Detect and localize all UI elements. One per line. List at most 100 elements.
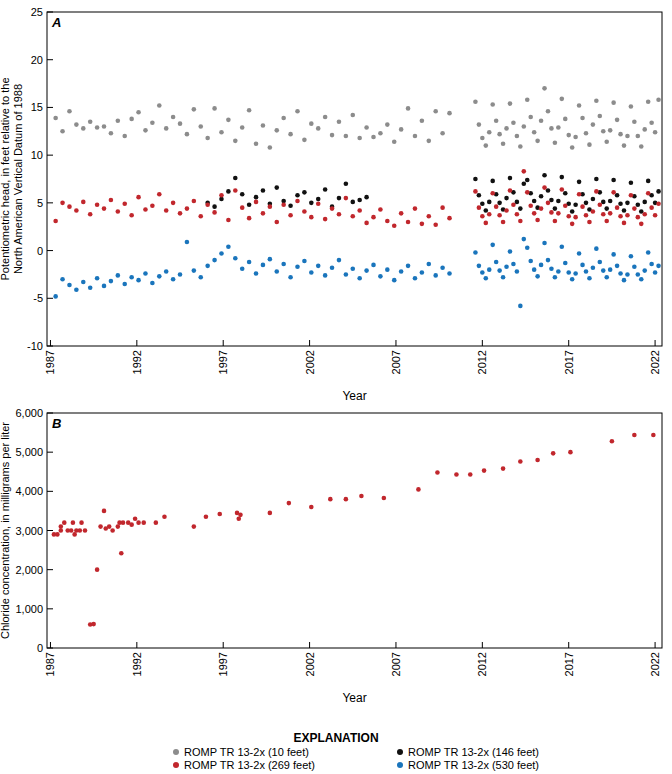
data-point [604,275,609,280]
x-tick-label: 1992 [131,350,143,374]
data-point [551,451,556,456]
data-point [553,206,558,211]
y-axis-label: North American Vertical Datum of 1988 [12,84,24,274]
data-point [497,268,502,273]
data-point [473,250,478,255]
data-point [532,211,537,216]
data-point [119,551,124,556]
legend: EXPLANATIONROMP TR 13-2x (10 feet)ROMP T… [173,731,539,771]
data-point [618,271,623,276]
y-tick-label: 6,000 [15,407,43,419]
data-point [178,121,183,126]
data-point [598,202,603,207]
data-point [53,219,58,224]
data-point [233,176,238,181]
data-point [549,126,554,131]
data-point [192,199,197,204]
data-point [281,262,286,267]
data-point [95,276,100,281]
data-point [525,190,530,195]
data-point [136,110,141,115]
data-point [646,179,651,184]
data-point [546,258,551,263]
data-point [344,134,349,139]
data-point [309,505,314,510]
data-point [563,117,568,122]
data-point [302,138,307,143]
plot-frame [47,413,662,648]
data-point [563,203,568,208]
data-point [653,213,658,218]
x-tick [482,340,483,346]
panel: -10-505101520251987199219972002200720122… [0,6,662,403]
data-point [518,206,523,211]
y-axis-label: Chloride concentration, in milligrams pe… [0,422,11,639]
data-point [483,276,488,281]
data-point [473,189,478,194]
data-point [382,496,387,501]
data-point [69,528,74,533]
data-point [584,131,589,136]
data-point [629,193,634,198]
data-point [584,269,589,274]
legend-marker [397,762,403,768]
data-point [274,220,279,225]
figure: -10-505101520251987199219972002200720122… [0,0,672,774]
data-point [646,250,651,255]
panel: 01,0002,0003,0004,0005,0006,000198719921… [0,407,662,705]
data-point [136,520,141,525]
data-point [468,472,473,477]
data-point [515,269,520,274]
data-point [116,118,121,123]
data-point [480,136,485,141]
x-tick-label: 2022 [649,350,661,374]
data-point [74,208,79,213]
data-point [483,208,488,213]
data-point [378,274,383,279]
x-tick-label: 1992 [131,652,143,676]
data-point [573,215,578,220]
data-point [281,202,286,207]
data-point [629,104,634,109]
data-point [577,103,582,108]
data-point [141,520,146,525]
data-point [53,116,58,121]
data-point [330,133,335,138]
y-tick-label: 0 [37,642,43,654]
data-point [205,264,210,269]
data-point [566,133,571,138]
data-point [515,212,520,217]
data-point [521,237,526,242]
data-point [511,120,516,125]
x-axis-label: Year [342,389,366,403]
data-point [392,223,397,228]
data-point [364,268,369,273]
data-point [55,532,60,537]
data-point [553,275,558,280]
data-point [577,180,582,185]
data-point [440,131,445,136]
data-point [440,265,445,270]
data-point [233,256,238,261]
data-point [639,277,644,282]
data-point [288,132,293,137]
data-point [185,132,190,137]
data-group [53,86,661,308]
data-point [532,199,537,204]
data-point [102,124,107,129]
data-point [656,189,661,194]
data-point [72,532,77,537]
data-point [473,99,478,104]
data-point [288,275,293,280]
data-point [129,275,134,280]
x-tick-label: 2007 [390,350,402,374]
y-tick [47,202,53,203]
y-tick [47,491,53,492]
data-point [364,125,369,130]
data-point [392,139,397,144]
data-point [302,209,307,214]
data-point [60,129,65,134]
data-point [535,218,540,223]
data-point [573,135,578,140]
data-point [233,139,238,144]
